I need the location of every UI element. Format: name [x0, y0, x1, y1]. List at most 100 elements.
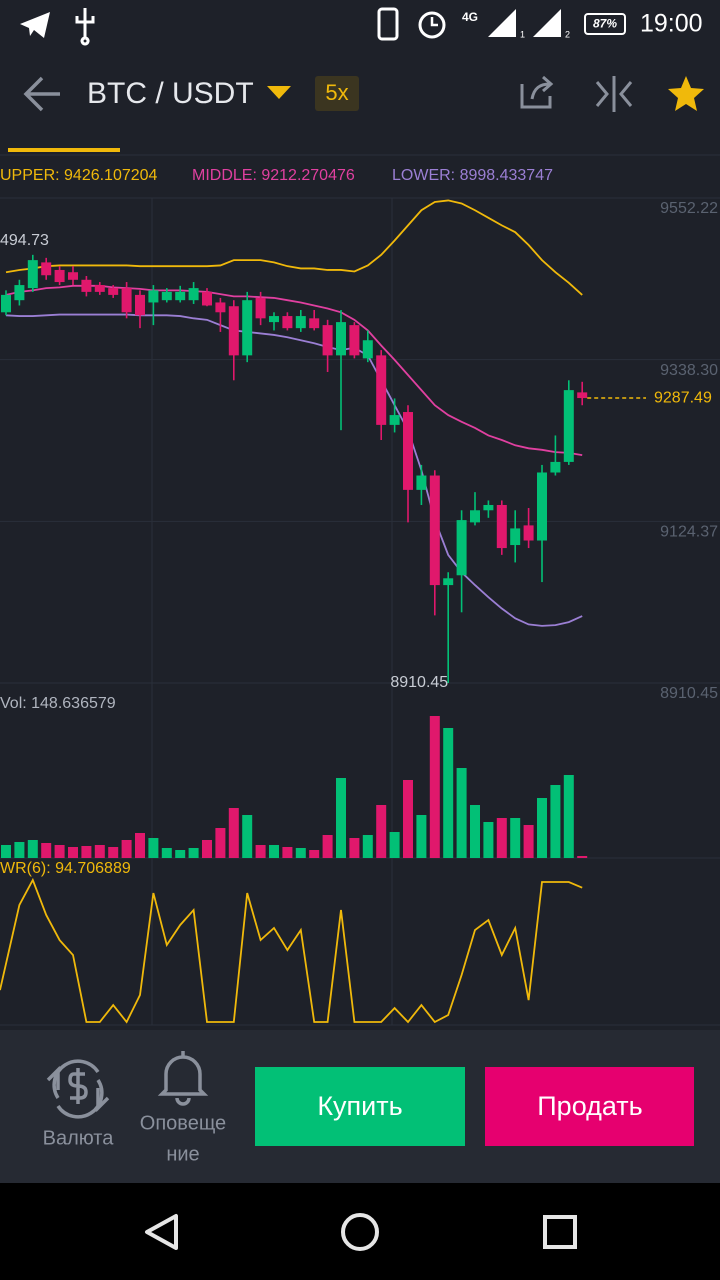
back-button[interactable] [23, 76, 60, 112]
volume-bar [202, 840, 212, 858]
alerts-label[interactable]: Оповеще [140, 1112, 226, 1134]
sell-label[interactable]: Продать [537, 1091, 642, 1121]
volume-bar [188, 848, 199, 858]
volume-bar [255, 845, 266, 858]
phone-icon [377, 7, 399, 41]
candle-body [94, 285, 105, 292]
currency-label[interactable]: Валюта [43, 1127, 115, 1149]
volume-bar [322, 835, 333, 858]
currency-icon[interactable] [52, 1059, 104, 1119]
candle-body [161, 291, 172, 301]
bollinger-middle: MIDDLE: 9212.270476 [192, 167, 355, 184]
volume-bar [336, 778, 346, 858]
volume-bar [429, 716, 440, 858]
candle-body [510, 528, 521, 546]
candle-body [496, 504, 507, 549]
volume-bar [362, 835, 373, 858]
volume-bar [483, 822, 494, 858]
battery-level: 87% [593, 17, 617, 31]
volume-bar [41, 843, 52, 858]
volume-bar [470, 805, 480, 858]
volume-bar [537, 798, 547, 858]
price-tick-label: 9338.30 [660, 362, 718, 379]
candle-body [175, 291, 186, 301]
share-button[interactable] [520, 75, 554, 109]
volume-bar [510, 818, 521, 858]
candle-body [121, 288, 132, 313]
candle-body [309, 318, 320, 329]
bell-icon[interactable] [157, 1055, 209, 1096]
volume-bar [389, 832, 400, 858]
nav-recents[interactable] [543, 1215, 577, 1249]
alerts-label[interactable]: ние [166, 1143, 199, 1165]
candle-body [242, 300, 253, 356]
nav-back[interactable] [145, 1214, 178, 1250]
currency-arrows[interactable] [46, 1065, 110, 1113]
signal-2 [533, 9, 561, 37]
candle-body [429, 475, 440, 586]
share-arrow[interactable] [530, 75, 554, 100]
favorite-star[interactable] [668, 76, 704, 111]
candle-body [108, 288, 119, 295]
sell-button[interactable] [485, 1067, 694, 1146]
bell-details[interactable] [175, 1051, 191, 1106]
pair-dropdown[interactable] [267, 86, 291, 99]
signal-1 [488, 9, 516, 37]
candle-body [269, 316, 279, 323]
candle-body [563, 390, 574, 462]
plot: 9552.22 9338.30 9124.37 8910.45 9287.49 8910.… [0, 197, 720, 1026]
candle-body [282, 316, 293, 329]
sim-1: 1 [520, 29, 525, 39]
volume-bar [282, 847, 293, 858]
bollinger-upper [5, 199, 583, 296]
volume-bar [228, 808, 239, 858]
nav-home[interactable] [341, 1213, 379, 1251]
volume-bar [563, 775, 574, 858]
volume-bar [14, 842, 25, 858]
compare-icon[interactable] [595, 76, 633, 112]
volume-bar [215, 828, 226, 858]
currency-button[interactable] [46, 1059, 110, 1119]
volume-bar [577, 855, 588, 858]
compare-button[interactable] [595, 76, 633, 112]
volume-bar [242, 815, 253, 858]
buy-button[interactable] [255, 1067, 465, 1146]
candle-body [148, 290, 159, 303]
status-bar: 4G 1 2 87% 19:00 [20, 7, 703, 46]
leverage: 5x [325, 80, 348, 105]
volume-label: Vol: 148.636579 [0, 695, 116, 712]
telegram-icon [20, 12, 50, 38]
candle-body [550, 461, 561, 473]
last-price-label: 9287.49 [654, 389, 712, 406]
network-type: 4G [462, 10, 478, 24]
volume-bar [443, 728, 454, 858]
candle-body [215, 302, 226, 313]
volume-bar [376, 805, 387, 858]
candle-body [456, 520, 467, 576]
candle-body [577, 392, 588, 399]
alerts-button[interactable] [157, 1051, 209, 1106]
candle-body [27, 260, 38, 289]
candle-body [188, 288, 199, 301]
candle-body [81, 279, 92, 292]
back-arrow[interactable] [23, 76, 60, 112]
candle-body [228, 306, 239, 356]
high-label: 494.73 [0, 232, 49, 249]
share-box[interactable] [520, 84, 552, 109]
bollinger-lower [5, 313, 583, 627]
nav-bar [0, 1183, 720, 1280]
volume-bar [295, 848, 306, 858]
pair-title[interactable]: BTC / USDT [87, 77, 254, 110]
volume-bar [175, 850, 186, 858]
candle-body [68, 272, 78, 280]
volume-bar [161, 848, 172, 858]
candle-body [470, 510, 480, 523]
currency-sign[interactable] [68, 1068, 88, 1104]
buy-label[interactable]: Купить [317, 1091, 402, 1121]
tab-indicator [8, 148, 120, 152]
candle-body [523, 525, 534, 541]
bollinger-upper: UPPER: 9426.107204 [0, 167, 158, 184]
candle-body [416, 475, 427, 490]
